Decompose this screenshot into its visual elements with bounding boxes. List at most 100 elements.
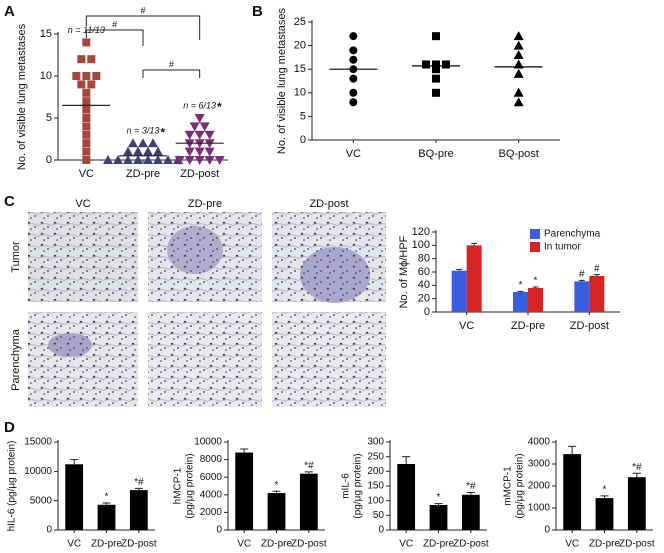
data-point bbox=[513, 50, 524, 60]
y-tick-label: 5 bbox=[46, 112, 52, 124]
y-tick-label: 0 bbox=[46, 154, 52, 166]
data-point bbox=[349, 74, 358, 83]
y-tick-label: 2000 bbox=[528, 481, 551, 492]
y-tick-label: 10 bbox=[40, 70, 52, 82]
bar bbox=[595, 498, 614, 530]
data-point bbox=[87, 55, 96, 64]
y-tick-label: 10000 bbox=[24, 466, 52, 477]
y-tick-label: 60 bbox=[418, 266, 430, 278]
data-point bbox=[143, 146, 153, 156]
data-point bbox=[349, 98, 358, 107]
y-tick-label: 200 bbox=[367, 466, 384, 477]
y-axis-label: (pg/μg protein) bbox=[515, 453, 526, 518]
panel-letter: B bbox=[252, 3, 263, 20]
error-bar bbox=[578, 279, 585, 282]
y-tick-label: 2000 bbox=[200, 507, 223, 518]
error-bar bbox=[600, 495, 609, 499]
bar bbox=[65, 464, 84, 530]
data-point bbox=[72, 72, 81, 80]
error-bar bbox=[632, 472, 641, 478]
data-point bbox=[82, 130, 91, 139]
bar bbox=[451, 270, 467, 312]
significance-mark: * bbox=[105, 492, 109, 503]
micrographs: VC ZD-pre ZD-post Tumor Parenchyma bbox=[10, 198, 386, 407]
bar bbox=[574, 281, 590, 312]
data-point bbox=[194, 114, 205, 123]
y-axis-label: No. of Mϕ/HPF bbox=[398, 235, 410, 308]
x-tick-label: ZD-pre bbox=[261, 539, 293, 550]
legend-label: Parenchyma bbox=[544, 229, 601, 240]
significance-mark: # bbox=[594, 263, 600, 274]
y-axis-label: (pg/μg protein) bbox=[185, 453, 196, 518]
data-point bbox=[513, 97, 524, 107]
y-tick-label: 100 bbox=[412, 239, 430, 251]
y-tick-label: 40 bbox=[418, 279, 430, 291]
bar bbox=[267, 493, 286, 530]
data-point bbox=[123, 146, 133, 156]
data-point bbox=[432, 88, 440, 97]
data-point bbox=[204, 130, 215, 140]
bar bbox=[129, 490, 148, 530]
data-point bbox=[143, 155, 153, 164]
y-tick-label: 100 bbox=[367, 495, 384, 506]
data-point bbox=[77, 80, 86, 89]
bracket bbox=[85, 29, 144, 46]
data-point bbox=[204, 156, 215, 165]
data-point bbox=[82, 38, 91, 47]
significance-mark: * bbox=[437, 492, 441, 503]
significance-mark: * bbox=[275, 480, 279, 491]
data-point bbox=[349, 32, 358, 41]
x-tick-label: VC bbox=[346, 148, 361, 160]
y-axis-label: mIL-6 bbox=[341, 473, 352, 499]
micrograph-texture bbox=[272, 312, 386, 407]
data-point bbox=[128, 138, 138, 148]
x-tick-label: VC bbox=[459, 320, 474, 332]
data-point bbox=[123, 155, 133, 164]
data-point bbox=[422, 60, 430, 69]
y-tick-label: 5000 bbox=[30, 495, 53, 506]
data-point bbox=[82, 147, 91, 156]
y-tick-label: 120 bbox=[412, 226, 430, 238]
data-point bbox=[77, 55, 86, 64]
micrograph-texture bbox=[272, 212, 386, 302]
y-tick-label: 0 bbox=[300, 134, 306, 146]
data-point bbox=[153, 146, 163, 156]
y-tick-label: 0 bbox=[544, 525, 550, 536]
data-point bbox=[163, 155, 173, 164]
column-label: ZD-post bbox=[309, 198, 348, 210]
bar bbox=[235, 452, 254, 530]
error-bar bbox=[240, 448, 249, 453]
error-bar bbox=[568, 445, 577, 455]
error-bar bbox=[434, 503, 443, 506]
y-tick-label: 15 bbox=[40, 28, 52, 40]
significance-mark: *# bbox=[134, 477, 144, 488]
data-point bbox=[513, 31, 524, 41]
bar bbox=[589, 276, 605, 312]
data-point bbox=[194, 130, 205, 140]
data-point bbox=[349, 46, 358, 55]
data-point bbox=[138, 138, 148, 148]
x-tick-label: ZD-post bbox=[121, 539, 157, 550]
data-point bbox=[103, 155, 113, 164]
legend-swatch bbox=[530, 229, 540, 239]
y-tick-label: 0 bbox=[378, 525, 384, 536]
micrograph-texture bbox=[28, 312, 138, 407]
row-label: Tumor bbox=[10, 241, 22, 273]
micrograph-texture bbox=[148, 312, 262, 407]
x-tick-label: VC bbox=[67, 539, 81, 550]
data-point bbox=[432, 32, 440, 41]
x-tick-label: VC bbox=[79, 168, 94, 180]
y-axis-label: (pg/μg protein) bbox=[353, 453, 364, 518]
significance-mark: * bbox=[160, 125, 165, 139]
significance-mark: *# bbox=[304, 461, 314, 472]
data-point bbox=[82, 122, 91, 131]
error-bar bbox=[402, 456, 411, 464]
y-tick-label: 10 bbox=[294, 87, 306, 99]
data-point bbox=[174, 156, 185, 165]
bar bbox=[466, 245, 482, 312]
x-tick-label: VC bbox=[565, 539, 579, 550]
data-point bbox=[194, 156, 205, 165]
bracket-label: # bbox=[140, 5, 145, 15]
legend-label: In tumor bbox=[544, 242, 581, 253]
bar bbox=[528, 288, 543, 312]
